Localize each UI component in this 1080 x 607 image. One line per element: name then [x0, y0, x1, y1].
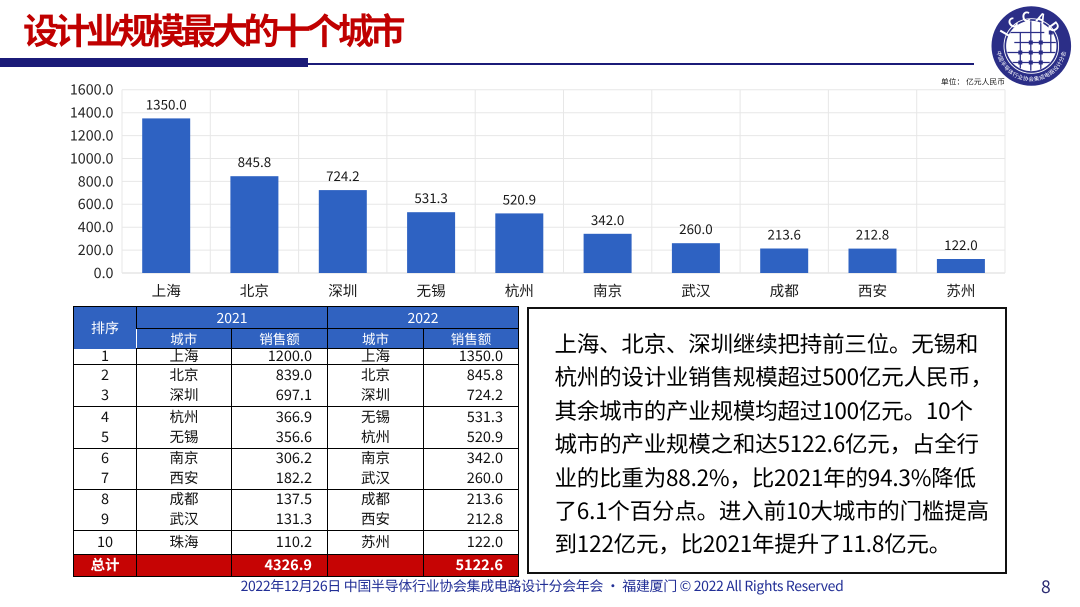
svg-text:342.0: 342.0 — [591, 209, 624, 229]
svg-text:600.0: 600.0 — [78, 193, 114, 214]
svg-text:212.8: 212.8 — [856, 224, 889, 244]
svg-text:西安: 西安 — [858, 280, 887, 301]
svg-text:1350.0: 1350.0 — [146, 93, 187, 113]
svg-text:200.0: 200.0 — [78, 239, 114, 260]
svg-text:上海: 上海 — [152, 280, 182, 301]
svg-text:1400.0: 1400.0 — [70, 102, 114, 123]
svg-text:0.0: 0.0 — [94, 262, 114, 283]
svg-text:260.0: 260.0 — [679, 218, 712, 238]
svg-text:无锡: 无锡 — [416, 280, 445, 301]
svg-text:845.8: 845.8 — [238, 151, 271, 171]
svg-text:苏州: 苏州 — [946, 280, 975, 301]
svg-text:1000.0: 1000.0 — [70, 147, 114, 168]
svg-text:724.2: 724.2 — [326, 165, 359, 185]
svg-text:122.0: 122.0 — [944, 234, 977, 254]
svg-text:深圳: 深圳 — [328, 280, 357, 301]
svg-text:1600.0: 1600.0 — [70, 79, 114, 100]
svg-text:400.0: 400.0 — [78, 216, 114, 237]
svg-text:杭州: 杭州 — [505, 280, 534, 301]
svg-text:单位： 亿元人民币: 单位： 亿元人民币 — [941, 77, 1005, 88]
svg-text:213.6: 213.6 — [767, 224, 800, 244]
svg-text:520.9: 520.9 — [503, 188, 536, 208]
svg-text:北京: 北京 — [240, 280, 269, 301]
svg-text:800.0: 800.0 — [78, 170, 114, 191]
svg-text:成都: 成都 — [770, 280, 800, 301]
svg-text:武汉: 武汉 — [681, 280, 711, 301]
svg-text:1200.0: 1200.0 — [70, 125, 114, 146]
svg-text:531.3: 531.3 — [414, 187, 447, 207]
svg-text:南京: 南京 — [593, 280, 622, 301]
